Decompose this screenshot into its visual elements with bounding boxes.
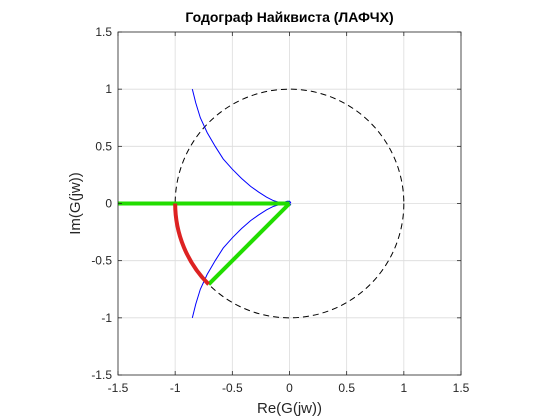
x-tick-label-2: -0.5 [222,381,243,395]
y-tick-label-1: -1 [101,311,112,325]
unit-circle [174,88,405,319]
y-tick-label-6: 1.5 [95,25,112,39]
y-tick-label-4: 0.5 [95,139,112,153]
y-tick-label-5: 1 [105,82,112,96]
axis-ticks: -1.5 -1 -0.5 0 0.5 1 1.5 -1.5 -1 -0.5 0 0.5 1 1.5 [91,25,469,395]
x-axis-label: Re(G(jw)) [257,400,322,417]
y-tick-label-2: -0.5 [91,254,112,268]
x-tick-label-1: -1 [170,381,181,395]
x-tick-label-3: 0 [286,381,293,395]
green-crossover-line [207,202,291,286]
phase-margin-arc [173,203,211,286]
nyquist-upper-curve [191,89,292,204]
chart-title: Годограф Найквиста (ЛАФЧХ) [185,9,393,25]
x-tick-label-0: -1.5 [108,381,129,395]
y-axis-label: Im(G(jw)) [67,172,84,234]
y-tick-label-0: -1.5 [91,368,112,382]
x-tick-label-6: 1.5 [453,381,470,395]
x-tick-label-4: 0.5 [338,381,355,395]
plot-series [118,88,405,319]
y-tick-label-3: 0 [105,197,112,211]
x-tick-label-5: 1 [400,381,407,395]
